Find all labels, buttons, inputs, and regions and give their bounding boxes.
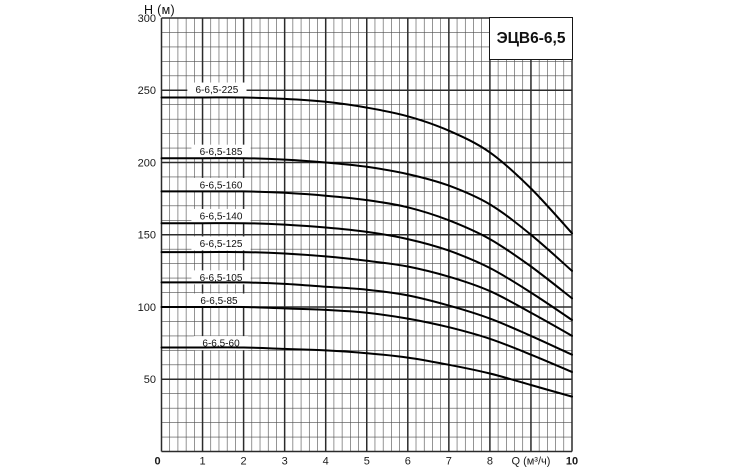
x-tick-label-5: 5 <box>364 456 370 468</box>
x-tick-label-0: 0 <box>154 456 160 468</box>
x-axis-tick-labels: 0 1 2 3 4 5 6 7 8 Q (м³/ч) 10 <box>154 456 578 468</box>
pump-curve-6-6,5-60 <box>160 346 573 398</box>
x-tick-label-7: 7 <box>446 456 452 468</box>
y-tick-label-250: 250 <box>138 85 156 97</box>
y-axis-tick-labels: 300 250 200 150 100 50 <box>138 13 156 386</box>
pump-curve-6-6,5-185 <box>160 157 573 272</box>
curve-label-bg <box>191 293 247 308</box>
x-tick-label-4: 4 <box>323 456 329 468</box>
curve-label-bg <box>191 236 251 251</box>
chart-title: ЭЦВ6-6,5 <box>496 29 566 47</box>
curve-label-6-6,5-160: 6-6,5-160 <box>200 180 243 191</box>
y-tick-label-150: 150 <box>138 230 156 242</box>
pump-curve-6-6,5-105 <box>160 281 573 356</box>
pump-curve-6-6,5-85 <box>160 305 573 373</box>
x-tick-label-8: 8 <box>487 456 493 468</box>
curve-label-bg <box>191 208 251 223</box>
curve-label-6-6,5-185: 6-6,5-185 <box>200 147 243 158</box>
curve-label-6-6,5-60: 6-6,5-60 <box>202 339 240 350</box>
x-tick-label-Q (м³/ч): Q (м³/ч) <box>511 456 550 468</box>
curve-label-bg <box>191 270 251 285</box>
x-tick-label-3: 3 <box>282 456 288 468</box>
pump-curve-6-6,5-125 <box>160 250 573 337</box>
x-tick-label-6: 6 <box>405 456 411 468</box>
curve-label-6-6,5-225: 6-6,5-225 <box>196 85 239 96</box>
y-tick-label-50: 50 <box>144 374 156 386</box>
pump-curve-6-6,5-225 <box>160 96 573 235</box>
y-axis-title: H (м) <box>144 3 175 17</box>
pump-curves <box>160 96 573 398</box>
y-tick-label-300: 300 <box>138 13 156 25</box>
curve-label-6-6,5-125: 6-6,5-125 <box>200 239 243 250</box>
y-tick-label-200: 200 <box>138 157 156 169</box>
curve-label-6-6,5-140: 6-6,5-140 <box>200 211 243 222</box>
pump-curve-6-6,5-160 <box>160 190 573 300</box>
x-tick-label-2: 2 <box>241 456 247 468</box>
pump-curve-6-6,5-140 <box>160 222 573 321</box>
curve-label-bg <box>191 144 251 159</box>
y-tick-label-100: 100 <box>138 302 156 314</box>
chart-title-box: ЭЦВ6-6,5 <box>489 17 573 60</box>
curve-label-6-6,5-105: 6-6,5-105 <box>200 273 243 284</box>
x-tick-label-10: 10 <box>566 456 578 468</box>
curve-label-6-6,5-85: 6-6,5-85 <box>200 296 238 307</box>
curve-labels: 6-6,5-225 6-6,5-185 6-6,5-160 6-6,5-140 6-6,… <box>196 85 243 350</box>
x-tick-label-1: 1 <box>199 456 205 468</box>
curve-label-bg <box>187 82 247 97</box>
curve-label-bg <box>191 177 251 192</box>
